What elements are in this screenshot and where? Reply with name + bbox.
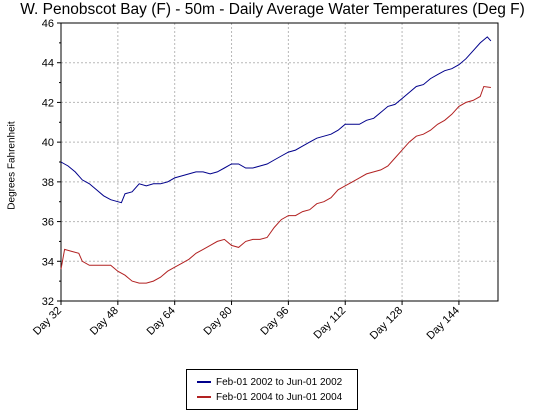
chart-title: W. Penobscot Bay (F) - 50m - Daily Avera…	[20, 1, 525, 18]
series-lines	[60, 36, 492, 284]
y-tick-label: 38	[42, 177, 54, 189]
y-tick-label: 46	[42, 18, 54, 30]
x-tick-label: Day 64	[145, 305, 178, 338]
x-tick-label: Day 144	[425, 305, 462, 342]
x-tick-label: Day 32	[31, 305, 64, 338]
y-axis: 32 34 36 38 40 42 44 46	[42, 18, 61, 308]
series-line-2002	[60, 36, 492, 204]
x-tick-label: Day 128	[368, 305, 405, 342]
legend-swatch-2004	[197, 396, 211, 398]
y-tick-label: 32	[42, 296, 54, 308]
x-tick-label: Day 80	[202, 305, 235, 338]
x-tick-label: Day 48	[88, 305, 121, 338]
x-axis: Day 32 Day 48 Day 64 Day 80 Day 96 Day 112 Day…	[31, 301, 462, 342]
x-tick-label: Day 96	[258, 305, 291, 338]
x-tick-label: Day 112	[311, 305, 348, 342]
series-line-2004	[60, 85, 491, 284]
y-tick-label: 34	[42, 256, 54, 268]
y-tick-label: 36	[42, 217, 54, 229]
legend-swatch-2002	[197, 381, 211, 383]
legend: Feb-01 2002 to Jun-01 2002 Feb-01 2004 t…	[186, 369, 358, 410]
legend-item-2004: Feb-01 2004 to Jun-01 2004	[197, 390, 342, 404]
y-tick-label: 42	[42, 97, 54, 109]
y-tick-label: 40	[42, 137, 54, 149]
plot-area	[60, 22, 499, 302]
legend-label-2002: Feb-01 2002 to Jun-01 2002	[216, 376, 343, 388]
legend-item-2002: Feb-01 2002 to Jun-01 2002	[197, 375, 342, 389]
y-tick-label: 44	[42, 58, 54, 70]
grid-lines	[61, 23, 498, 301]
legend-label-2004: Feb-01 2004 to Jun-01 2004	[216, 391, 343, 403]
